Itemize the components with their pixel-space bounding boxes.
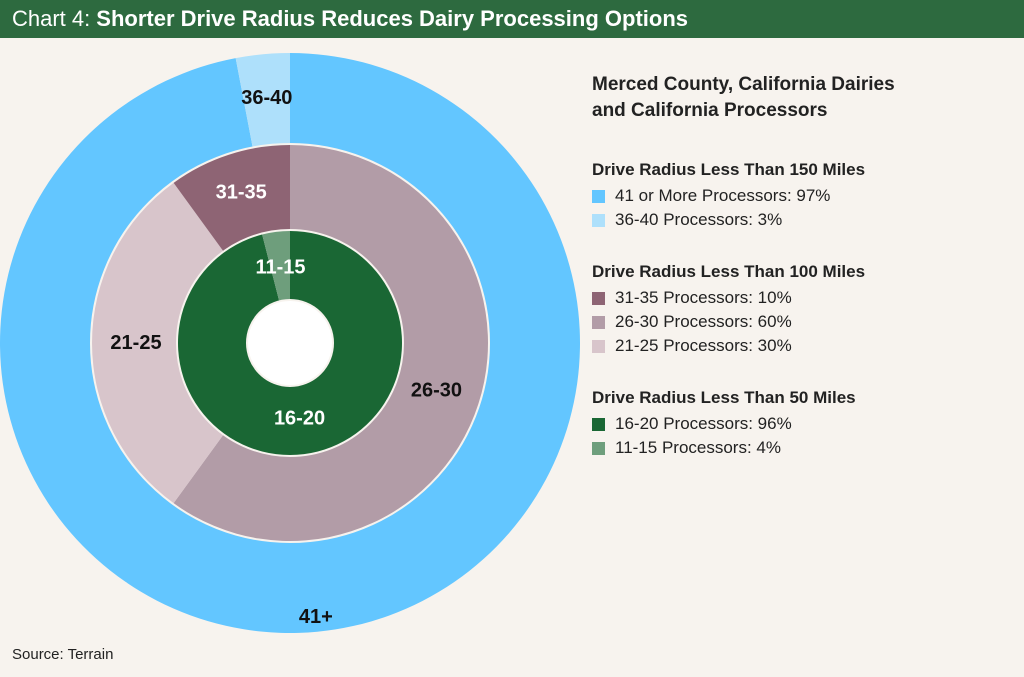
legend-item: 36-40 Processors: 3% — [592, 208, 1012, 232]
legend-item: 16-20 Processors: 96% — [592, 412, 1012, 436]
legend-item: 26-30 Processors: 60% — [592, 310, 1012, 334]
legend-swatch — [592, 315, 605, 329]
legend-swatch — [592, 441, 605, 455]
slice-label-26-30: 26-30 — [411, 380, 462, 402]
chart-number: Chart 4: — [12, 6, 91, 31]
donut-slice-31-35 — [173, 145, 290, 253]
slice-label-21-25: 21-25 — [110, 332, 161, 354]
legend-item: 41 or More Processors: 97% — [592, 184, 1012, 208]
legend-group-50: Drive Radius Less Than 50 Miles 16-20 Pr… — [592, 386, 1012, 460]
donut-slice-26-30 — [173, 145, 489, 541]
legend-swatch — [592, 213, 605, 227]
legend-swatch — [592, 189, 605, 203]
legend-title-line2: and California Processors — [592, 100, 828, 121]
legend-item-label: 11-15 Processors: 4% — [615, 438, 781, 457]
slice-label-41+: 41+ — [299, 606, 333, 628]
legend-title: Merced County, California Dairies and Ca… — [592, 72, 1012, 124]
legend-group-title: Drive Radius Less Than 100 Miles — [592, 262, 866, 281]
donut-slice-16-20 — [178, 231, 403, 456]
donut-hole — [248, 301, 332, 385]
legend-group-title: Drive Radius Less Than 150 Miles — [592, 160, 866, 179]
source-note: Source: Terrain — [12, 646, 114, 663]
donut-slice-36-40 — [235, 53, 290, 149]
chart-header: Chart 4: Shorter Drive Radius Reduces Da… — [0, 0, 1024, 38]
legend-swatch — [592, 339, 605, 353]
legend-item: 21-25 Processors: 30% — [592, 334, 1012, 358]
slice-label-11-15: 11-15 — [255, 257, 305, 279]
slice-label-36-40: 36-40 — [241, 87, 292, 109]
legend-swatch — [592, 417, 605, 431]
legend-item: 31-35 Processors: 10% — [592, 286, 1012, 310]
slice-label-31-35: 31-35 — [216, 182, 267, 204]
slice-label-16-20: 16-20 — [274, 407, 325, 429]
chart-title: Shorter Drive Radius Reduces Dairy Proce… — [96, 6, 688, 31]
legend-item-label: 41 or More Processors: 97% — [615, 186, 831, 205]
donut-slice-41+ — [0, 53, 580, 633]
legend-swatch — [592, 291, 605, 305]
legend-group-title: Drive Radius Less Than 50 Miles — [592, 388, 856, 407]
legend: Merced County, California Dairies and Ca… — [592, 72, 1012, 488]
legend-item-label: 26-30 Processors: 60% — [615, 312, 792, 331]
nested-donut-chart: 41+ 36-40 26-30 21-25 31-35 16-20 11-15 — [0, 53, 580, 633]
legend-item-label: 31-35 Processors: 10% — [615, 288, 792, 307]
donut-slice-11-15 — [262, 231, 290, 303]
legend-item-label: 16-20 Processors: 96% — [615, 414, 792, 433]
legend-item: 11-15 Processors: 4% — [592, 436, 1012, 460]
legend-item-label: 36-40 Processors: 3% — [615, 210, 783, 229]
donut-slice-21-25 — [92, 182, 225, 504]
legend-item-label: 21-25 Processors: 30% — [615, 336, 792, 355]
legend-group-150: Drive Radius Less Than 150 Miles 41 or M… — [592, 158, 1012, 232]
legend-title-line1: Merced County, California Dairies — [592, 74, 895, 95]
legend-group-100: Drive Radius Less Than 100 Miles 31-35 P… — [592, 260, 1012, 358]
